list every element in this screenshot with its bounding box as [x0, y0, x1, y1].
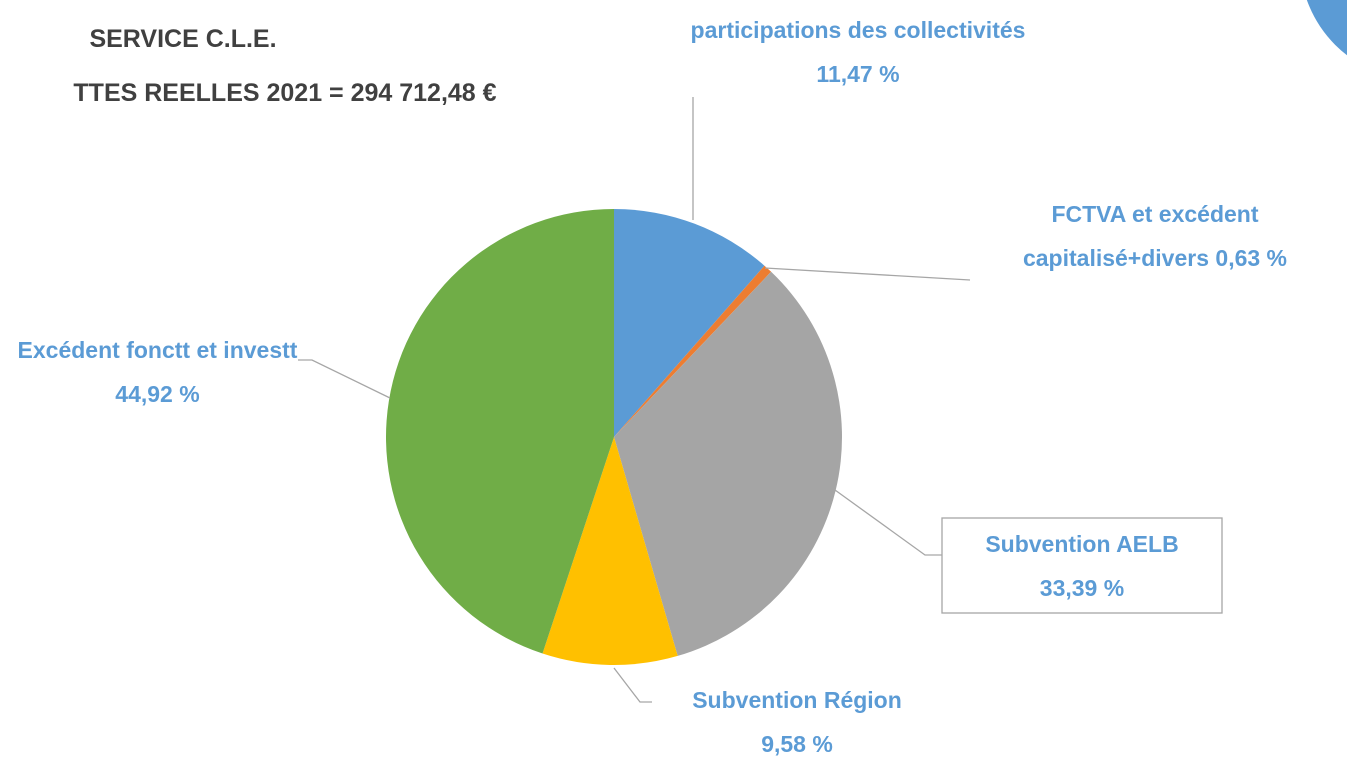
category-label: FCTVA et excédent capitalisé+divers — [1022, 201, 1259, 271]
category-label: Subvention Région — [692, 687, 902, 713]
pie-slice — [542, 437, 678, 665]
pie-slice — [614, 271, 843, 656]
value-label: 44,92 % — [115, 381, 200, 407]
pie-slice — [386, 209, 614, 654]
pie — [386, 209, 843, 665]
data-label: Excédent fonctt et investt 44,92 % — [5, 328, 310, 416]
value-label: 11,47 % — [816, 61, 900, 87]
category-label: Excédent fonctt et investt — [17, 337, 298, 363]
leader-line — [834, 489, 942, 556]
label-box — [941, 517, 1223, 614]
value-label: 33,39 % — [1039, 575, 1125, 601]
decoration — [1306, 0, 1347, 56]
chart-title: SERVICE C.L.E. — [89, 25, 276, 53]
value-label: 9,58 % — [761, 731, 833, 757]
pie-slice — [614, 265, 772, 437]
value-label: 0,63 % — [1215, 245, 1288, 271]
data-label: Subvention Région 9,58 % — [647, 678, 947, 766]
category-label: participations des collectivités — [690, 17, 1026, 43]
data-label: Subvention AELB 33,39 % — [942, 522, 1222, 610]
category-label: Subvention AELB — [985, 531, 1179, 557]
leader-line — [613, 667, 652, 703]
leader-line — [764, 267, 971, 281]
pie-slice — [614, 209, 765, 437]
data-label: participations des collectivités 11,47 % — [683, 8, 1033, 96]
chart-subtitle: TTES REELLES 2021 = 294 712,48 € — [73, 79, 496, 107]
data-label: FCTVA et excédent capitalisé+divers 0,63… — [960, 192, 1347, 280]
leader-line — [298, 359, 391, 399]
